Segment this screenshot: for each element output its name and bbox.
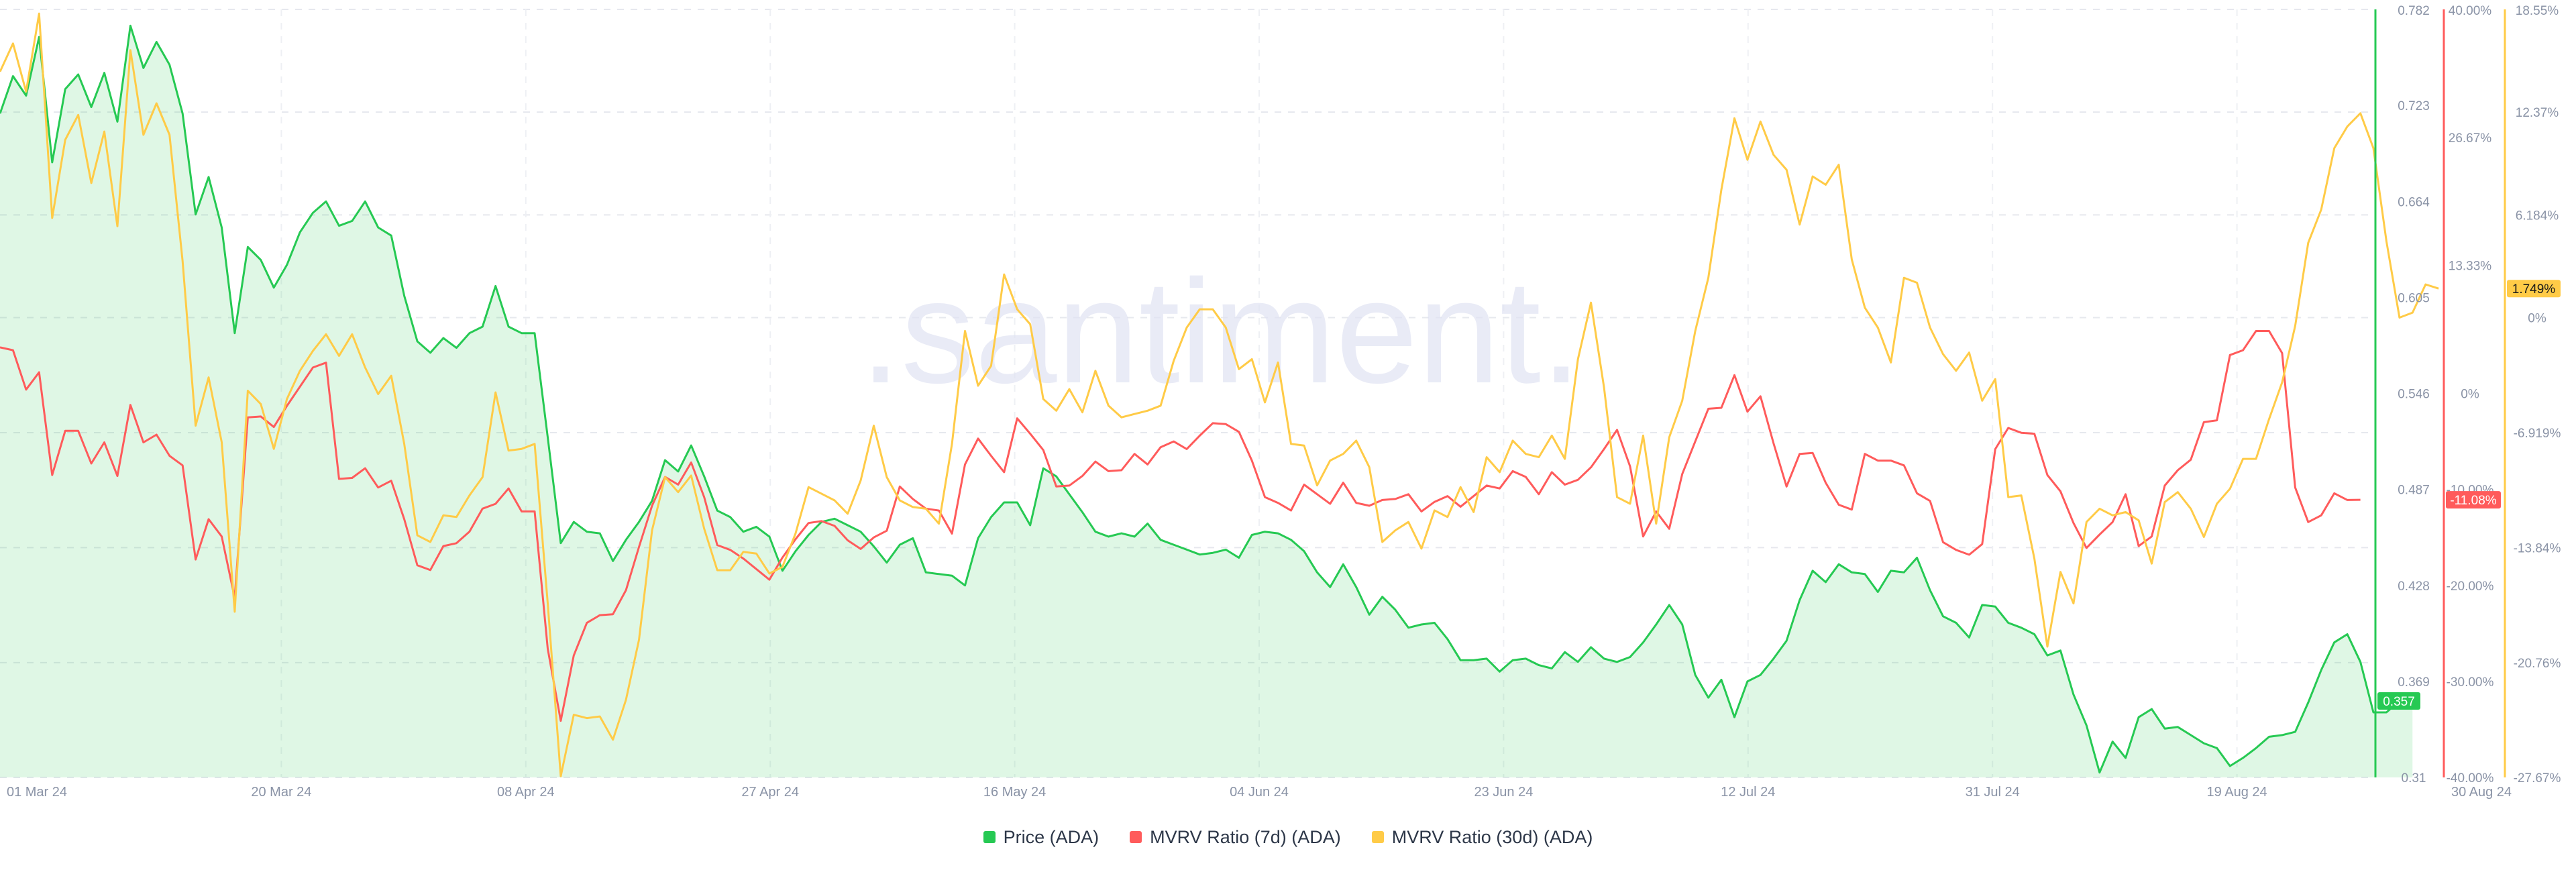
legend-swatch-price	[983, 831, 996, 843]
series-line-layer	[0, 12, 2439, 777]
y-tick-label-price: 0.664	[2398, 195, 2430, 209]
x-tick-label: 20 Mar 24	[251, 785, 311, 800]
x-tick-label: 12 Jul 24	[1721, 785, 1775, 800]
y-tick-label-mvrv7d: -30.00%	[2447, 675, 2494, 690]
y-tick-label-price: 0.428	[2398, 580, 2430, 594]
legend-item-price[interactable]: Price (ADA)	[983, 827, 1099, 848]
x-tick-label: 27 Apr 24	[741, 785, 799, 800]
series-area-0	[0, 25, 2413, 777]
x-tick-label: 01 Mar 24	[7, 785, 67, 800]
y-tick-label-mvrv7d: 26.67%	[2449, 131, 2492, 146]
y-tick-label-price: 0.369	[2398, 675, 2430, 690]
y-tick-label-mvrv7d: 13.33%	[2449, 260, 2492, 274]
y-tick-label-price: 0.487	[2398, 484, 2430, 498]
last-value-label-price: 0.357	[2383, 695, 2415, 709]
last-value-badge-mvrv30d	[2507, 280, 2561, 298]
legend-label-mvrv-30d: MVRV Ratio (30d) (ADA)	[1391, 826, 1593, 847]
y-tick-label-mvrv30d: -20.76%	[2514, 657, 2561, 671]
y-tick-label-mvrv30d: 12.37%	[2516, 106, 2559, 120]
y-tick-label-mvrv30d: -13.84%	[2514, 541, 2561, 555]
series-line-1	[0, 330, 2361, 722]
series-line-0	[0, 24, 2413, 774]
last-value-label-mvrv30d: 1.749%	[2512, 282, 2556, 296]
x-tick-label: 08 Apr 24	[497, 785, 555, 800]
price-area-layer	[0, 25, 2413, 777]
x-tick-label: 30 Aug 24	[2451, 785, 2512, 800]
x-tick-label: 23 Jun 24	[1474, 785, 1533, 800]
last-value-badge-price	[2377, 692, 2420, 710]
legend-label-price: Price (ADA)	[1003, 826, 1099, 847]
y-tick-label-mvrv30d: 18.55%	[2516, 4, 2559, 18]
x-tick-label: 16 May 24	[983, 785, 1046, 800]
y-tick-label-mvrv30d: 0%	[2528, 312, 2546, 326]
last-value-badge-mvrv7d	[2446, 491, 2501, 509]
legend: Price (ADA) MVRV Ratio (7d) (ADA) MVRV R…	[0, 824, 2576, 851]
last-value-label-mvrv7d: -11.08%	[2450, 494, 2496, 508]
y-tick-label-mvrv7d: 40.00%	[2449, 4, 2492, 18]
y-tick-label-price: 0.782	[2398, 4, 2430, 18]
series-line-2	[0, 12, 2439, 777]
y-tick-label-price: 0.605	[2398, 291, 2430, 305]
y-tick-label-price: 0.723	[2398, 99, 2430, 113]
y-tick-label-mvrv30d: -27.67%	[2514, 771, 2561, 785]
legend-label-mvrv-7d: MVRV Ratio (7d) (ADA)	[1150, 826, 1341, 847]
y-tick-label-price: 0.31	[2402, 771, 2426, 785]
y-tick-label-mvrv30d: -6.919%	[2514, 427, 2561, 441]
x-tick-label: 19 Aug 24	[2207, 785, 2267, 800]
legend-item-mvrv-7d[interactable]: MVRV Ratio (7d) (ADA)	[1130, 827, 1341, 848]
last-value-badges: 0.357 -11.08% 1.749%	[2377, 280, 2561, 710]
legend-item-mvrv-30d[interactable]: MVRV Ratio (30d) (ADA)	[1371, 826, 1593, 848]
y-tick-label-price: 0.546	[2398, 388, 2430, 402]
legend-swatch-mvrv-30d	[1371, 831, 1384, 843]
axes: 01 Mar 24 20 Mar 24 08 Apr 24 27 Apr 24 16 M…	[7, 4, 2561, 800]
y-tick-label-mvrv7d: 0%	[2461, 388, 2479, 402]
y-tick-label-mvrv7d: -40.00%	[2447, 771, 2494, 785]
legend-swatch-mvrv-7d	[1130, 831, 1142, 843]
watermark: .santiment.	[860, 249, 1582, 414]
chart-svg: .santiment. 01 Mar 24 20 Mar 24 08 Apr 24 2…	[0, 4, 2561, 800]
x-tick-label: 31 Jul 24	[1966, 785, 2020, 800]
grid	[0, 9, 2373, 778]
y-tick-label-mvrv30d: 6.184%	[2516, 209, 2559, 223]
x-tick-label: 04 Jun 24	[1230, 785, 1289, 800]
y-tick-label-mvrv7d: -20.00%	[2447, 580, 2494, 594]
